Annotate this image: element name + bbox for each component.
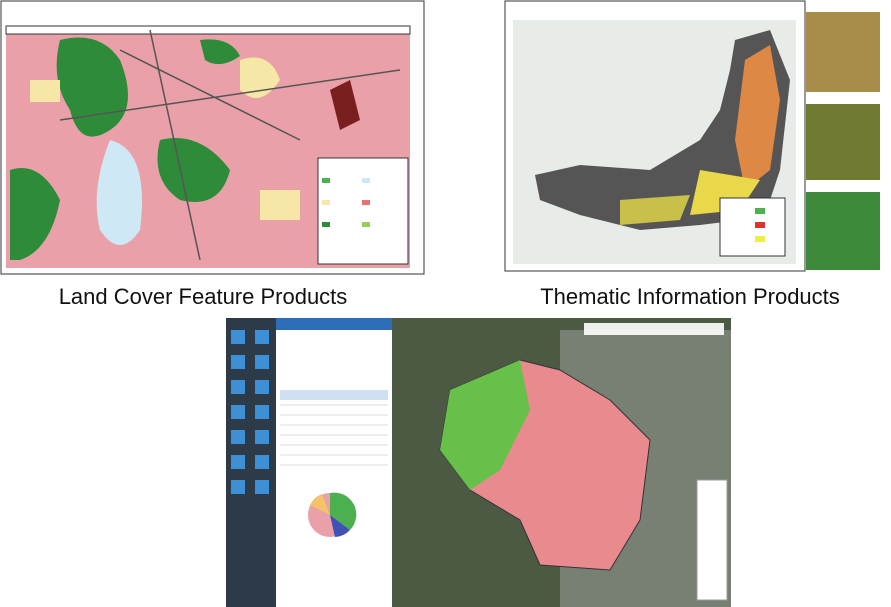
web-gis-screenshot bbox=[226, 318, 731, 607]
caption: Land Cover Feature Products bbox=[58, 284, 348, 309]
thematic-map bbox=[504, 0, 880, 272]
land-cover-map bbox=[0, 0, 425, 275]
caption: Thematic Information Products bbox=[540, 284, 840, 309]
